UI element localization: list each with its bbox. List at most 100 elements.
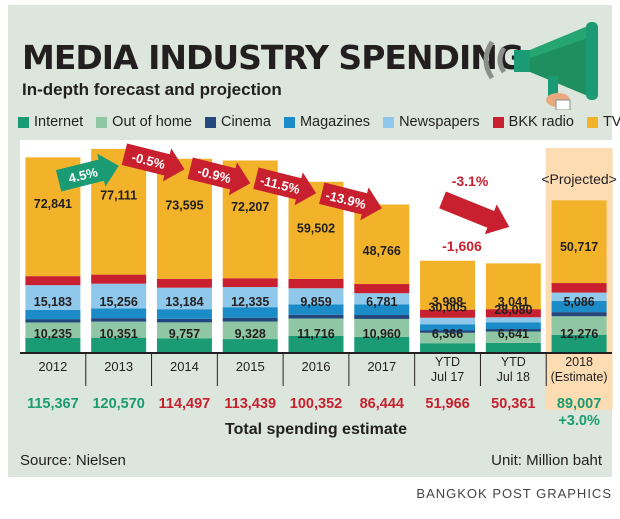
total-change-estimate: +3.0% — [558, 413, 600, 429]
bar-segment — [288, 314, 344, 319]
bar-segment — [485, 342, 541, 352]
bar-segment — [354, 318, 410, 337]
newspapers-label: 13,184 — [165, 295, 203, 309]
arrow-shape — [439, 191, 510, 235]
bar-segment — [551, 316, 607, 335]
source-note: Source: Nielsen — [20, 452, 126, 469]
legend-swatch — [383, 116, 395, 128]
legend-swatch — [96, 116, 108, 128]
change-arrow: -0.5% — [121, 143, 185, 182]
total-value: 113,439 — [224, 396, 276, 412]
arrow-label: 4.5% — [67, 164, 100, 186]
bar-stack — [156, 158, 212, 352]
legend-label: Newspapers — [399, 114, 480, 130]
category-label: YTD — [435, 355, 460, 369]
tv-label: 77,111 — [100, 188, 137, 202]
legend-swatch — [283, 116, 295, 128]
internet-label: 6,366 — [432, 327, 463, 341]
bar-segment — [551, 283, 607, 293]
newspapers-label: 15,183 — [34, 295, 72, 309]
bar-segment — [222, 339, 278, 352]
total-value: 114,497 — [159, 396, 211, 412]
legend-label: TV — [602, 114, 620, 130]
unit-note: Unit: Million baht — [491, 452, 602, 469]
arrow-shape — [55, 153, 119, 192]
legend-label: Magazines — [299, 114, 371, 130]
total-value: 51,966 — [425, 396, 469, 412]
internet-label: 6,641 — [498, 327, 529, 341]
bar-segment — [156, 338, 212, 352]
bar-segment — [420, 332, 476, 344]
bar-segment — [354, 336, 410, 352]
bar-segment — [420, 309, 476, 318]
bar-segment — [156, 318, 212, 323]
internet-label: 12,276 — [560, 327, 598, 341]
legend-swatch — [586, 116, 598, 128]
newspapers-label: 5,086 — [563, 295, 594, 309]
bar-segment — [551, 200, 607, 284]
tv-label: 50,717 — [560, 240, 598, 254]
ytd-change-amount: -1,606 — [442, 238, 482, 254]
newspapers-label: 6,781 — [366, 295, 397, 309]
arrow-shape — [121, 143, 185, 182]
newspapers-label: 3,041 — [498, 295, 529, 309]
category-label: 2017 — [367, 359, 396, 374]
legend-item: Internet — [18, 114, 83, 130]
total-value: 120,570 — [92, 396, 144, 412]
bar-segment — [222, 278, 278, 288]
bar-segment — [156, 278, 212, 288]
bar-segment — [222, 287, 278, 308]
legend-label: Cinema — [220, 114, 271, 130]
bar-segment — [485, 309, 541, 318]
total-caption: Total spending estimate — [225, 421, 407, 438]
category-label: 2014 — [170, 359, 199, 374]
tv-label: 72,841 — [34, 197, 72, 211]
category-label: 2013 — [104, 359, 133, 374]
internet-label: 9,757 — [169, 327, 200, 341]
legend-swatch — [492, 116, 504, 128]
bar-segment — [91, 321, 147, 338]
bar-segment — [485, 317, 541, 323]
bar-segment — [25, 309, 81, 320]
legend-label: BKK radio — [508, 114, 574, 130]
megaphone-icon — [483, 22, 598, 110]
bar-segment — [288, 318, 344, 336]
bar-segment — [222, 307, 278, 318]
bar-stack — [420, 260, 476, 352]
legend-swatch — [18, 116, 29, 128]
bar-segment — [25, 319, 81, 323]
bar-segment — [354, 304, 410, 316]
bar-segment — [551, 292, 607, 301]
bar-segment — [156, 287, 212, 310]
bar-segment — [551, 300, 607, 313]
bar-segment — [420, 324, 476, 331]
tv-label: 72,207 — [231, 200, 269, 214]
bar-segment — [551, 334, 607, 352]
bar-segment — [354, 284, 410, 294]
bar-segment — [288, 335, 344, 352]
bar-stack — [485, 263, 541, 352]
bar-segment — [91, 283, 147, 309]
bar-segment — [420, 317, 476, 325]
bar-segment — [485, 329, 541, 332]
bar-segment — [288, 278, 344, 289]
total-value: 89,007 — [557, 396, 601, 412]
bar-segment — [25, 337, 81, 352]
category-label: 2015 — [236, 359, 265, 374]
total-value: 86,444 — [360, 396, 404, 412]
bar-segment — [485, 263, 541, 310]
newspapers-label: 12,335 — [231, 295, 269, 309]
tv-label: 59,502 — [297, 221, 335, 235]
bar-segment — [25, 276, 81, 286]
bar-segment — [25, 285, 81, 310]
category-label: (Estimate) — [551, 370, 608, 384]
legend: Internet Out of home Cinema Magazines Newspa… — [18, 112, 620, 132]
bar-segment — [91, 337, 147, 352]
internet-label: 10,351 — [100, 327, 138, 341]
total-value: 115,367 — [27, 396, 79, 412]
legend-label: Internet — [34, 114, 84, 130]
page-title: MEDIA INDUSTRY SPENDING — [22, 38, 524, 77]
bar-segment — [156, 309, 212, 319]
projected-label: <Projected> — [541, 171, 617, 187]
